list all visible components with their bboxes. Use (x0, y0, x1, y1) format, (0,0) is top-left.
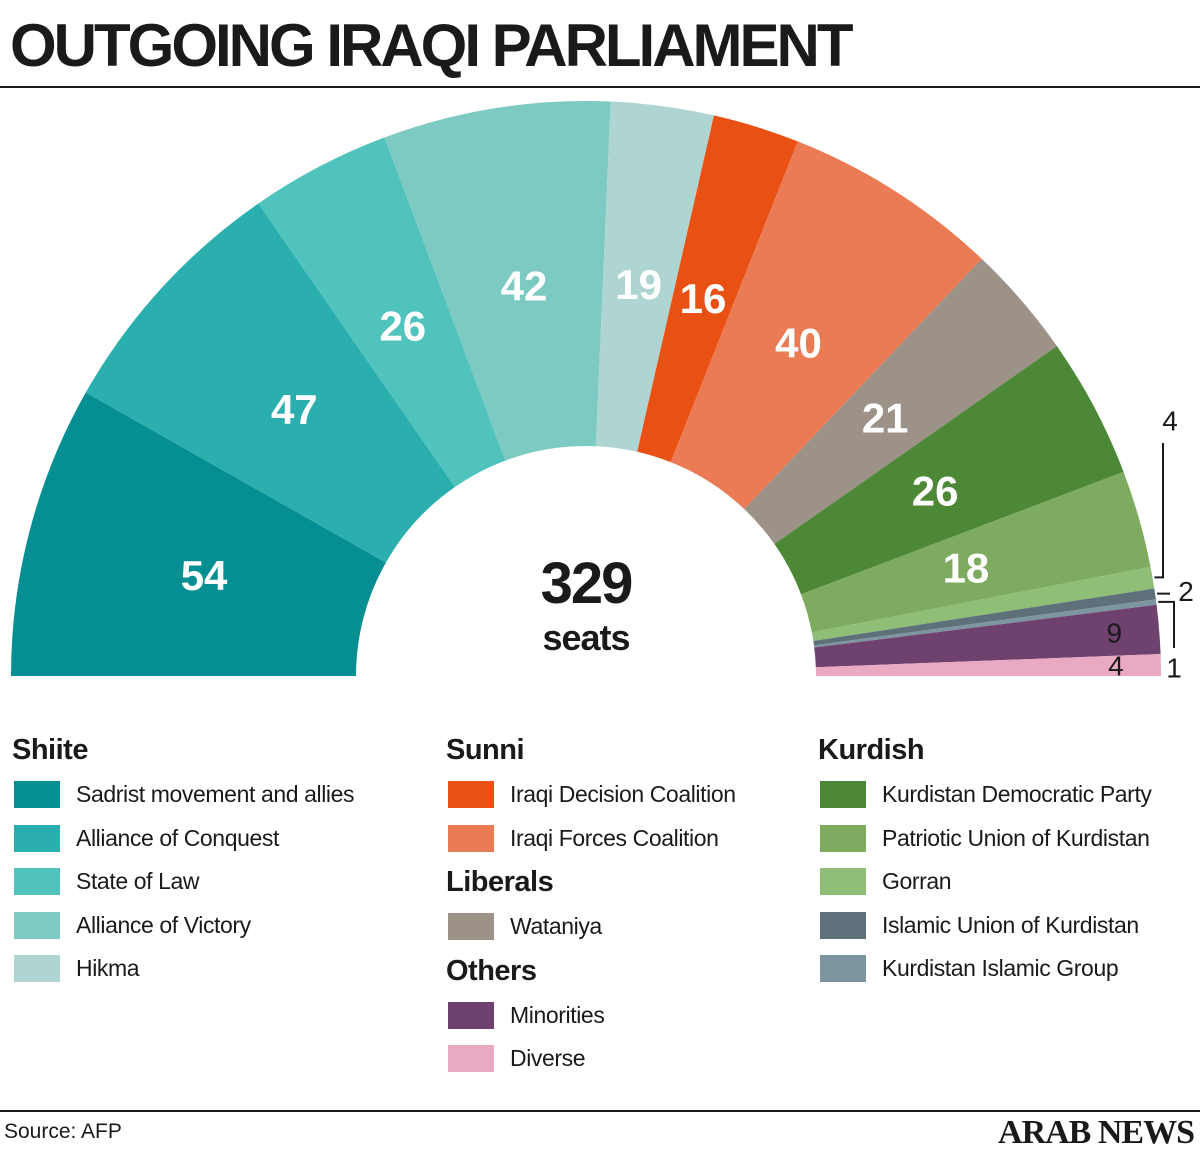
legend-item-patriotic-union-of-kurdistan: Patriotic Union of Kurdistan (818, 821, 1150, 865)
total-seats-label: seats (542, 617, 629, 658)
legend-item-gorran: Gorran (818, 864, 952, 908)
legend-label: Hikma (76, 955, 140, 981)
slice-iraqi-forces-coalition (670, 141, 982, 510)
legend-column: Shiite Sadrist movement and allies Allianc… (12, 732, 355, 995)
legend-group-sunni: Sunni (446, 734, 525, 766)
legend-column: Kurdish Kurdistan Democratic Party Patriot… (818, 732, 1152, 995)
slice-state-of-law (258, 137, 506, 488)
legend-item-hikma: Hikma (12, 951, 140, 995)
legend-label: Iraqi Decision Coalition (510, 781, 736, 807)
legend-label: Diverse (510, 1045, 586, 1071)
slice-label-minorities: 9 (1106, 618, 1122, 649)
slice-gorran (811, 566, 1155, 641)
legend-group-others: Others (446, 954, 537, 987)
legend-item-alliance-of-victory: Alliance of Victory (12, 908, 251, 952)
slice-diverse (815, 654, 1161, 676)
legend-label: Islamic Union of Kurdistan (882, 911, 1139, 938)
chart-slices (11, 101, 1161, 676)
slice-hikma (595, 101, 714, 452)
slice-label-diverse: 4 (1108, 650, 1124, 681)
legend-swatch (14, 911, 60, 939)
legend-swatch (448, 1001, 494, 1029)
slice-wataniya (744, 258, 1057, 545)
slice-iraqi-decision-coalition (637, 115, 798, 463)
leader-gorran (1154, 443, 1164, 579)
slice-label-alliance-of-conquest: 47 (271, 386, 318, 433)
total-seats-value: 329 (541, 551, 633, 616)
legend-column: Sunni Iraqi Decision Coalition Iraqi Force… (446, 732, 736, 1085)
chart-title: OUTGOING IRAQI PARLIAMENT (10, 12, 854, 79)
legend-swatch (448, 1045, 494, 1072)
brand-logo: ARAB NEWS (998, 1114, 1195, 1151)
slice-kurdistan-democratic-party (774, 346, 1124, 595)
slice-islamic-union-of-kurdistan (813, 588, 1156, 646)
slice-label-hikma: 19 (615, 261, 662, 308)
slice-label-alliance-of-victory: 42 (501, 262, 548, 309)
legend-item-minorities: Minorities (446, 998, 605, 1042)
slice-patriotic-union-of-kurdistan (801, 471, 1151, 633)
legend-swatch (14, 781, 60, 808)
source-note: Source: AFP (4, 1120, 122, 1143)
slice-minorities (814, 604, 1161, 668)
legend-label: Wataniya (510, 913, 602, 939)
slice-label-sadrist-movement-and-allies: 54 (181, 552, 228, 599)
legend-swatch (448, 824, 494, 852)
footer-divider (0, 1110, 1200, 1112)
legend-label: State of Law (76, 868, 200, 894)
slice-label-iraqi-forces-coalition: 40 (775, 320, 822, 367)
leader-kurdistan-islamic-group (1158, 600, 1175, 648)
legend-group-kurdish: Kurdish (818, 734, 925, 766)
legend-label: Minorities (510, 1001, 605, 1028)
legend-item-kurdistan-democratic-party: Kurdistan Democratic Party (818, 777, 1152, 821)
slice-label-kurdistan-islamic-group: 1 (1166, 653, 1182, 684)
legend-item-state-of-law: State of Law (12, 864, 199, 908)
legend-label: Kurdistan Islamic Group (882, 955, 1119, 981)
legend-item-wataniya: Wataniya (446, 909, 602, 953)
slice-label-islamic-union-of-kurdistan: 2 (1178, 576, 1194, 607)
legend-item-diverse: Diverse (446, 1041, 586, 1085)
legend-swatch (14, 868, 60, 895)
callout-leaders (1154, 443, 1175, 648)
slice-label-patriotic-union-of-kurdistan: 18 (943, 545, 990, 592)
legend-swatch (14, 824, 60, 852)
legend-swatch (448, 781, 494, 808)
legend-swatch (820, 781, 866, 808)
slice-label-kurdistan-democratic-party: 26 (912, 468, 959, 515)
legend-label: Patriotic Union of Kurdistan (882, 824, 1150, 851)
legend-swatch (820, 911, 866, 939)
legend-label: Kurdistan Democratic Party (882, 781, 1152, 807)
legend-label: Sadrist movement and allies (76, 781, 355, 807)
legend-swatch (14, 955, 60, 982)
legend-item-kurdistan-islamic-group: Kurdistan Islamic Group (818, 951, 1119, 995)
legend-group-liberals: Liberals (446, 866, 554, 898)
title-divider (0, 86, 1200, 88)
legend-swatch (820, 868, 866, 895)
legend-swatch (448, 913, 494, 940)
legend-item-iraqi-decision-coalition: Iraqi Decision Coalition (446, 777, 736, 821)
legend-item-sadrist-movement-and-allies: Sadrist movement and allies (12, 777, 355, 821)
slice-label-state-of-law: 26 (379, 303, 426, 350)
legend-label: Iraqi Forces Coalition (510, 824, 719, 851)
slice-alliance-of-conquest (85, 203, 455, 563)
legend-label: Alliance of Conquest (76, 824, 279, 851)
legend-label: Gorran (882, 868, 952, 894)
slice-alliance-of-victory (384, 101, 611, 461)
legend-item-alliance-of-conquest: Alliance of Conquest (12, 821, 279, 865)
legend-item-iraqi-forces-coalition: Iraqi Forces Coalition (446, 821, 719, 865)
slice-sadrist-movement-and-allies (11, 392, 386, 676)
legend-swatch (820, 824, 866, 852)
slice-kurdistan-islamic-group (813, 599, 1157, 648)
slice-label-gorran: 4 (1162, 406, 1178, 437)
legend-item-islamic-union-of-kurdistan: Islamic Union of Kurdistan (818, 908, 1139, 952)
slice-label-iraqi-decision-coalition: 16 (680, 275, 727, 322)
legend-label: Alliance of Victory (76, 911, 251, 938)
legend-swatch (820, 955, 866, 982)
legend-group-shiite: Shiite (12, 734, 88, 766)
slice-label-wataniya: 21 (862, 395, 909, 442)
